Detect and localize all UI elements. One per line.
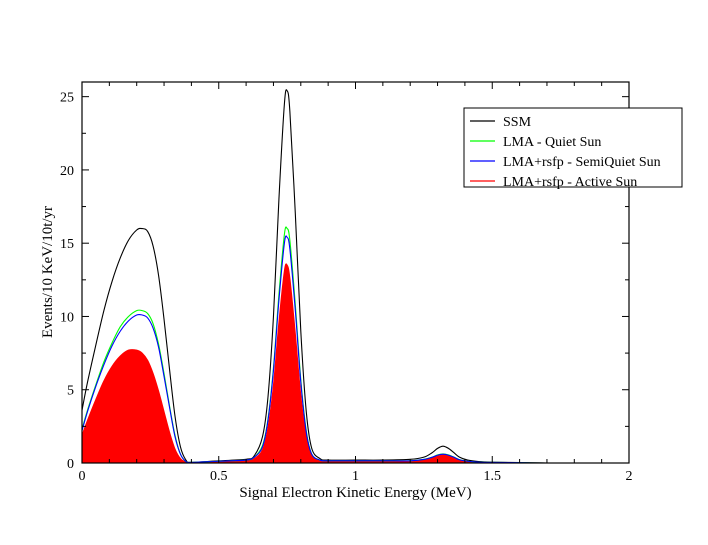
- legend-box: [463, 107, 683, 188]
- x-tick-label: 2: [626, 469, 633, 484]
- series-line-lma-rsfp-semiquiet-sun: [81, 235, 629, 464]
- series-area-lma-rsfp-active-sun: [82, 263, 629, 463]
- legend: SSM LMA - Quiet Sun LMA+rsfp - SemiQuiet S…: [463, 107, 683, 190]
- legend-label: LMA+rsfp - Active Sun: [503, 175, 637, 190]
- y-tick-label: 25: [60, 91, 74, 106]
- y-tick-label: 20: [60, 164, 74, 179]
- y-tick-label: 15: [60, 237, 74, 252]
- y-tick-label: 0: [67, 457, 74, 472]
- y-tick-label: 10: [60, 310, 74, 325]
- y-tick-label: 5: [67, 384, 74, 399]
- series-line-ssm: [81, 89, 629, 464]
- x-axis-label: Signal Electron Kinetic Energy (MeV): [239, 485, 471, 501]
- x-tick-label: 1: [352, 469, 359, 484]
- legend-label: LMA+rsfp - SemiQuiet Sun: [503, 155, 661, 170]
- series-layer: [81, 89, 629, 464]
- x-tick-label: 0.5: [210, 469, 228, 484]
- legend-label: SSM: [503, 115, 532, 130]
- legend-label: LMA - Quiet Sun: [503, 135, 601, 150]
- x-tick-label: 0: [79, 469, 86, 484]
- series-line-lma-rsfp-active-sun: [81, 263, 629, 464]
- y-axis-label: Events/10 KeV/10t/yr: [40, 206, 56, 338]
- x-tick-label: 1.5: [484, 469, 502, 484]
